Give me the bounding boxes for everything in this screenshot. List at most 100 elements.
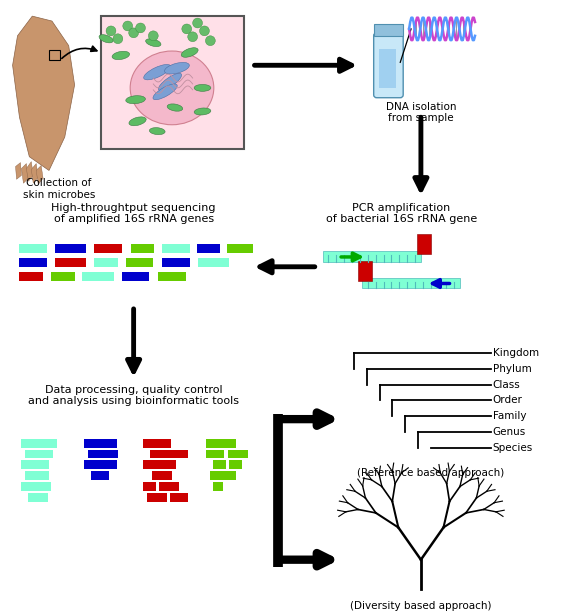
- Bar: [143, 482, 156, 491]
- Bar: [55, 258, 87, 267]
- Ellipse shape: [149, 128, 165, 135]
- Bar: [131, 244, 155, 253]
- Bar: [122, 272, 149, 281]
- Bar: [94, 244, 122, 253]
- Ellipse shape: [112, 51, 130, 59]
- Bar: [143, 439, 171, 447]
- Bar: [84, 460, 117, 470]
- Bar: [362, 278, 460, 288]
- Bar: [55, 244, 87, 253]
- Bar: [28, 493, 48, 501]
- Bar: [210, 471, 236, 480]
- Polygon shape: [16, 162, 21, 179]
- Bar: [152, 471, 172, 480]
- Circle shape: [129, 28, 139, 38]
- Text: Phylum: Phylum: [493, 364, 532, 374]
- Ellipse shape: [126, 96, 146, 104]
- Bar: [214, 460, 226, 470]
- Bar: [126, 258, 153, 267]
- Ellipse shape: [146, 39, 161, 47]
- Ellipse shape: [165, 63, 189, 74]
- Ellipse shape: [194, 85, 211, 91]
- Bar: [20, 258, 47, 267]
- Bar: [170, 493, 188, 501]
- Circle shape: [206, 36, 215, 45]
- Bar: [379, 48, 396, 88]
- Bar: [25, 449, 53, 459]
- Bar: [206, 439, 236, 447]
- FancyBboxPatch shape: [374, 33, 403, 97]
- Bar: [147, 493, 167, 501]
- Text: Data processing, quality control
and analysis using bioinformatic tools: Data processing, quality control and ana…: [28, 385, 239, 406]
- Bar: [20, 272, 43, 281]
- Text: Collection of
skin microbes: Collection of skin microbes: [22, 178, 95, 200]
- Circle shape: [193, 18, 202, 28]
- Bar: [417, 234, 430, 254]
- Circle shape: [135, 23, 146, 33]
- Bar: [228, 449, 248, 459]
- Bar: [323, 251, 421, 262]
- Text: Species: Species: [493, 443, 533, 452]
- Bar: [20, 244, 47, 253]
- Circle shape: [113, 34, 123, 44]
- Bar: [49, 50, 60, 60]
- Bar: [88, 449, 104, 459]
- Ellipse shape: [194, 108, 211, 115]
- Bar: [21, 482, 51, 491]
- Text: DNA isolation
from sample: DNA isolation from sample: [386, 102, 456, 123]
- Polygon shape: [31, 164, 38, 183]
- Bar: [162, 244, 190, 253]
- Bar: [104, 449, 118, 459]
- Circle shape: [182, 24, 192, 34]
- Circle shape: [106, 26, 116, 36]
- Text: Class: Class: [493, 379, 520, 390]
- Circle shape: [200, 26, 210, 36]
- Ellipse shape: [129, 117, 146, 126]
- Ellipse shape: [153, 84, 177, 100]
- Bar: [51, 272, 75, 281]
- Bar: [143, 460, 176, 470]
- Polygon shape: [12, 16, 75, 170]
- Text: Order: Order: [493, 395, 523, 405]
- Bar: [21, 439, 57, 447]
- Ellipse shape: [167, 104, 183, 111]
- Bar: [162, 258, 190, 267]
- Bar: [206, 449, 224, 459]
- Bar: [198, 258, 229, 267]
- Circle shape: [188, 32, 198, 42]
- Bar: [229, 460, 242, 470]
- Text: (Reference based approach): (Reference based approach): [357, 468, 504, 478]
- Circle shape: [123, 21, 133, 31]
- Bar: [31, 460, 49, 470]
- Bar: [227, 244, 253, 253]
- Bar: [83, 272, 114, 281]
- Text: Family: Family: [493, 411, 526, 421]
- Text: (Diversity based approach): (Diversity based approach): [350, 601, 492, 611]
- Ellipse shape: [182, 48, 198, 57]
- Bar: [21, 460, 39, 470]
- Ellipse shape: [158, 74, 182, 91]
- Bar: [159, 482, 179, 491]
- Bar: [101, 16, 244, 149]
- Circle shape: [148, 31, 158, 40]
- Bar: [374, 24, 403, 36]
- Ellipse shape: [144, 64, 171, 80]
- Bar: [151, 449, 188, 459]
- Polygon shape: [36, 166, 43, 185]
- Bar: [91, 471, 109, 480]
- Ellipse shape: [130, 51, 214, 125]
- Text: Kingdom: Kingdom: [493, 348, 539, 358]
- Text: High-throughtput sequencing
of amplified 16S rRNA genes: High-throughtput sequencing of amplified…: [51, 203, 216, 224]
- Bar: [84, 439, 117, 447]
- Bar: [197, 244, 220, 253]
- Polygon shape: [26, 162, 33, 181]
- Polygon shape: [21, 164, 28, 183]
- Text: PCR amplification
of bacterial 16S rRNA gene: PCR amplification of bacterial 16S rRNA …: [325, 203, 477, 224]
- Bar: [25, 471, 49, 480]
- Ellipse shape: [99, 35, 113, 43]
- Bar: [158, 272, 186, 281]
- Bar: [94, 258, 118, 267]
- Bar: [214, 482, 223, 491]
- Bar: [358, 261, 371, 281]
- Text: Genus: Genus: [493, 427, 526, 437]
